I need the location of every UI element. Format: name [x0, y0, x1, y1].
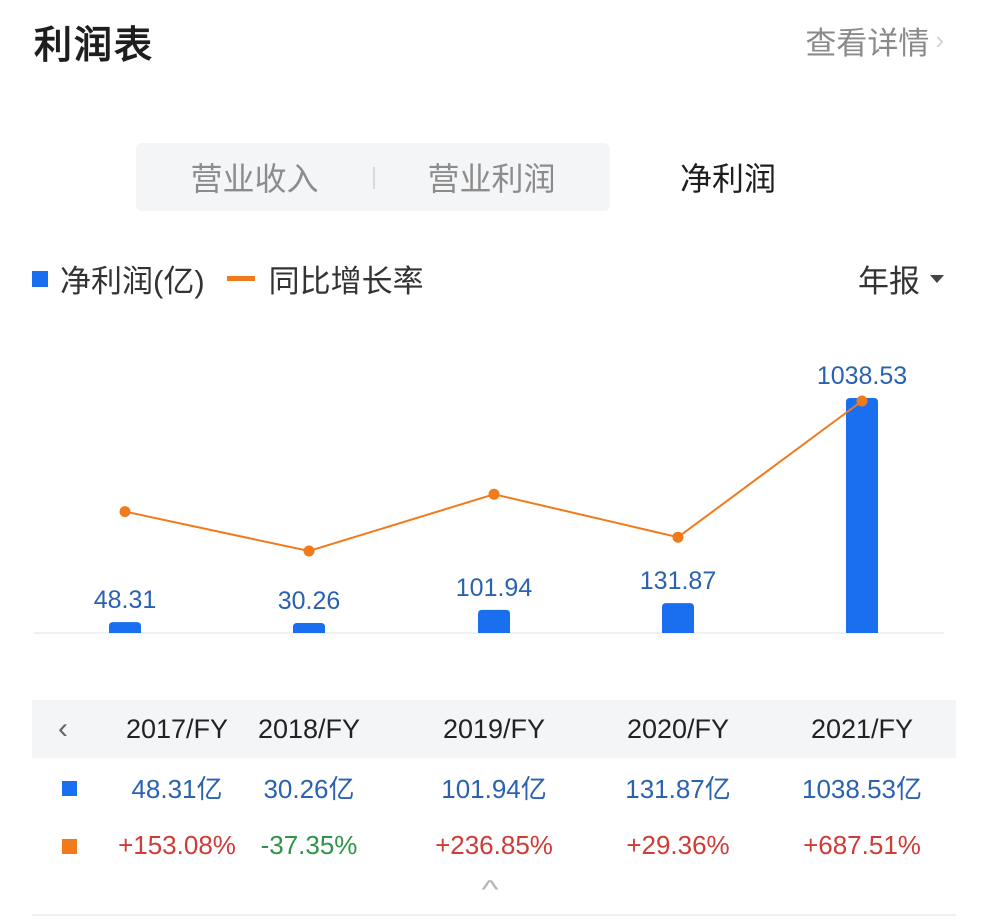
growth-cell: +153.08% — [118, 829, 236, 860]
growth-point-2021/FY — [856, 395, 868, 407]
period-label: 年报 — [858, 264, 920, 299]
bar-2021/FY — [846, 398, 878, 633]
growth-point-2018/FY — [303, 545, 315, 557]
net-profit-cell: 30.26亿 — [263, 773, 355, 804]
tab-net-profit[interactable]: 净利润 — [610, 143, 846, 211]
divider — [32, 914, 956, 916]
bar-2017/FY — [109, 622, 141, 633]
bar-2018/FY — [293, 623, 325, 633]
page-title: 利润表 — [34, 25, 155, 67]
growth-cell: +29.36% — [626, 829, 730, 860]
data-table: ‹ 2017/FY 2018/FY 2019/FY 2020/FY 2021/FY 48… — [32, 700, 956, 874]
view-details-link[interactable]: 查看详情 › — [805, 18, 944, 63]
legend-line-label: 同比增长率 — [268, 264, 424, 299]
chevron-left-icon[interactable]: ‹ — [58, 712, 68, 745]
header: 利润表 查看详情 › — [0, 0, 988, 80]
bar-label-2020/FY: 131.87 — [640, 567, 716, 595]
net-profit-marker — [62, 781, 77, 796]
chevron-right-icon: › — [935, 25, 944, 55]
legend-bar-label: 净利润(亿) — [60, 264, 205, 299]
growth-cell: +687.51% — [803, 829, 921, 860]
period-selector[interactable]: 年报 — [858, 256, 944, 301]
growth-point-2020/FY — [672, 531, 684, 543]
bar-label-2018/FY: 30.26 — [278, 587, 341, 615]
growth-cell: +236.85% — [435, 829, 553, 860]
net-profit-cell: 101.94亿 — [441, 773, 547, 804]
net-profit-chart: 48.31 30.26 101.94 131.87 1038.53 — [34, 362, 944, 634]
growth-line — [124, 400, 863, 553]
year-header: 2017/FY — [125, 713, 229, 744]
caret-down-icon — [930, 274, 944, 283]
bar-label-2017/FY: 48.31 — [94, 586, 157, 614]
net-profit-cell: 1038.53亿 — [802, 773, 922, 804]
growth-row: +153.08% -37.35% +236.85% +29.36% +687.51% — [32, 816, 956, 874]
tab-divider — [373, 167, 375, 189]
growth-marker — [62, 839, 77, 854]
metric-tabs: 营业收入 营业利润 净利润 — [136, 143, 846, 211]
bar-label-2021/FY: 1038.53 — [817, 362, 907, 390]
year-header: 2021/FY — [810, 713, 914, 744]
bar-2019/FY — [478, 609, 510, 633]
year-header: 2020/FY — [626, 713, 730, 744]
growth-cell: -37.35% — [260, 829, 358, 860]
chart-legend: 净利润(亿) 同比增长率 — [32, 256, 424, 301]
year-header: 2019/FY — [442, 713, 546, 744]
table-header: ‹ 2017/FY 2018/FY 2019/FY 2020/FY 2021/FY — [32, 700, 956, 758]
tab-revenue[interactable]: 营业收入 — [190, 161, 319, 197]
net-profit-cell: 48.31亿 — [131, 773, 223, 804]
legend-bar-swatch — [32, 270, 48, 287]
year-header: 2018/FY — [257, 713, 361, 744]
growth-point-2019/FY — [488, 488, 500, 500]
bar-2020/FY — [662, 603, 694, 633]
view-details-label: 查看详情 — [805, 26, 930, 61]
legend-line-swatch — [226, 276, 255, 281]
tab-operating-profit[interactable]: 营业利润 — [427, 161, 556, 197]
chevron-up-icon[interactable]: ^ — [481, 874, 499, 904]
bar-label-2019/FY: 101.94 — [456, 574, 533, 602]
growth-point-2017/FY — [119, 506, 131, 518]
net-profit-cell: 131.87亿 — [625, 773, 731, 804]
net-profit-row: 48.31亿 30.26亿 101.94亿 131.87亿 1038.53亿 — [32, 758, 956, 816]
